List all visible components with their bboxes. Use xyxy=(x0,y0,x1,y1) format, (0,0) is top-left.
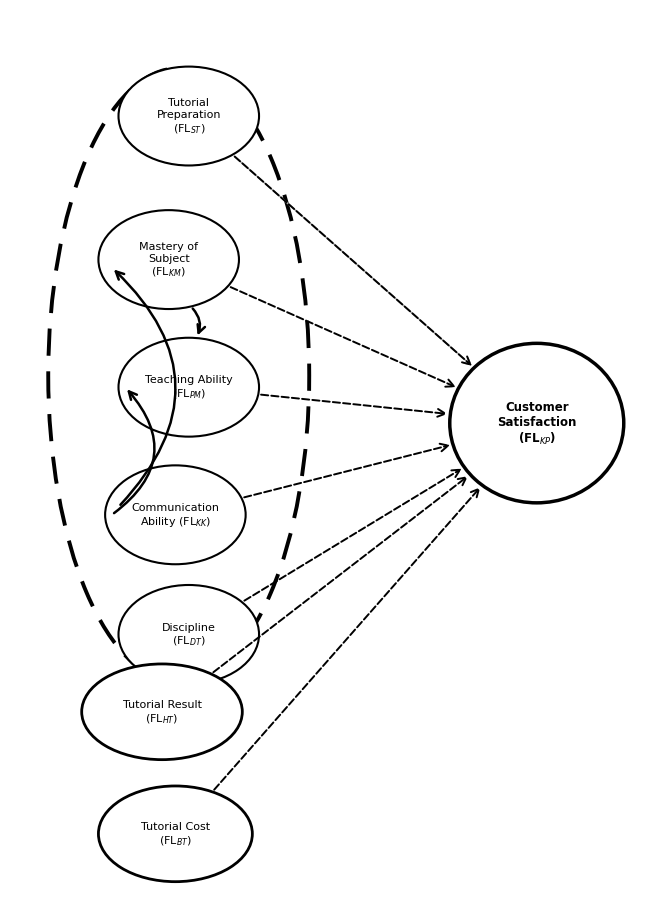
Ellipse shape xyxy=(82,665,243,759)
Ellipse shape xyxy=(105,466,246,564)
Text: Mastery of
Subject
(FL$_{KM}$): Mastery of Subject (FL$_{KM}$) xyxy=(139,242,198,279)
Text: Tutorial Cost
(FL$_{BT}$): Tutorial Cost (FL$_{BT}$) xyxy=(141,821,210,847)
Text: Discipline
(FL$_{DT}$): Discipline (FL$_{DT}$) xyxy=(162,622,216,647)
Ellipse shape xyxy=(118,585,259,684)
Text: Tutorial Result
(FL$_{HT}$): Tutorial Result (FL$_{HT}$) xyxy=(122,699,202,725)
Text: Teaching Ability
(FL$_{PM}$): Teaching Ability (FL$_{PM}$) xyxy=(145,375,233,401)
Ellipse shape xyxy=(118,68,259,166)
Text: Tutorial
Preparation
(FL$_{ST}$): Tutorial Preparation (FL$_{ST}$) xyxy=(157,98,221,135)
Ellipse shape xyxy=(450,344,624,503)
Ellipse shape xyxy=(98,787,253,881)
Ellipse shape xyxy=(98,211,239,310)
Text: Communication
Ability (FL$_{KK}$): Communication Ability (FL$_{KK}$) xyxy=(132,502,219,528)
Text: Customer
Satisfaction
(FL$_{KP}$): Customer Satisfaction (FL$_{KP}$) xyxy=(497,400,577,447)
Ellipse shape xyxy=(118,339,259,437)
